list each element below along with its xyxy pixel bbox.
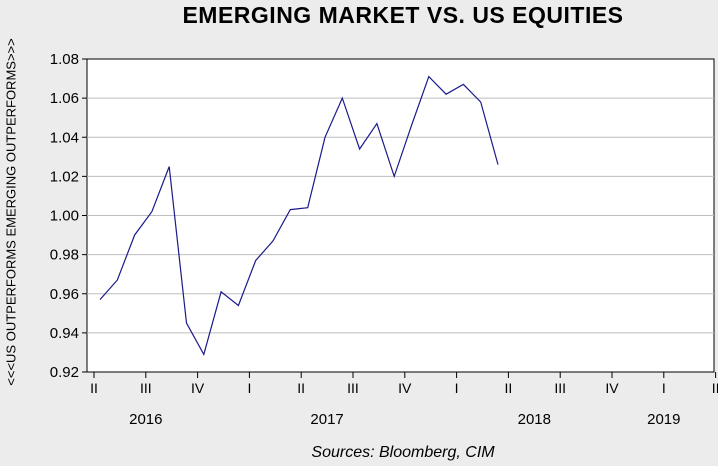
x-quarter-label: II xyxy=(712,380,718,396)
x-year-label: 2017 xyxy=(310,411,343,428)
x-quarter-label: I xyxy=(247,380,251,396)
chart-title: EMERGING MARKET VS. US EQUITIES xyxy=(182,2,624,28)
y-tick-label: 0.98 xyxy=(50,247,79,264)
x-quarter-label: III xyxy=(140,380,152,396)
x-year-label: 2016 xyxy=(129,411,162,428)
x-quarter-label: II xyxy=(505,380,513,396)
y-tick-label: 1.06 xyxy=(50,90,79,107)
x-quarter-label: IV xyxy=(605,380,619,396)
x-year-label: 2018 xyxy=(518,411,551,428)
y-tick-label: 0.96 xyxy=(50,286,79,303)
x-quarter-label: IV xyxy=(191,380,205,396)
y-tick-label: 1.02 xyxy=(50,168,79,185)
y-tick-label: 1.04 xyxy=(50,129,79,146)
x-quarter-label: I xyxy=(662,380,666,396)
x-year-label: 2019 xyxy=(647,411,680,428)
x-quarter-label: I xyxy=(455,380,459,396)
y-tick-label: 0.92 xyxy=(50,364,79,381)
series-line xyxy=(99,75,499,356)
y-tick-label: 0.94 xyxy=(50,325,79,342)
y-tick-label: 1.00 xyxy=(50,208,79,225)
source-note: Sources: Bloomberg, CIM xyxy=(311,444,495,461)
y-tick-label: 1.08 xyxy=(50,51,79,68)
x-quarter-label: IV xyxy=(398,380,412,396)
x-quarter-label: III xyxy=(347,380,359,396)
x-quarter-label: II xyxy=(297,380,305,396)
x-quarter-label: II xyxy=(90,380,98,396)
x-quarter-label: III xyxy=(554,380,566,396)
